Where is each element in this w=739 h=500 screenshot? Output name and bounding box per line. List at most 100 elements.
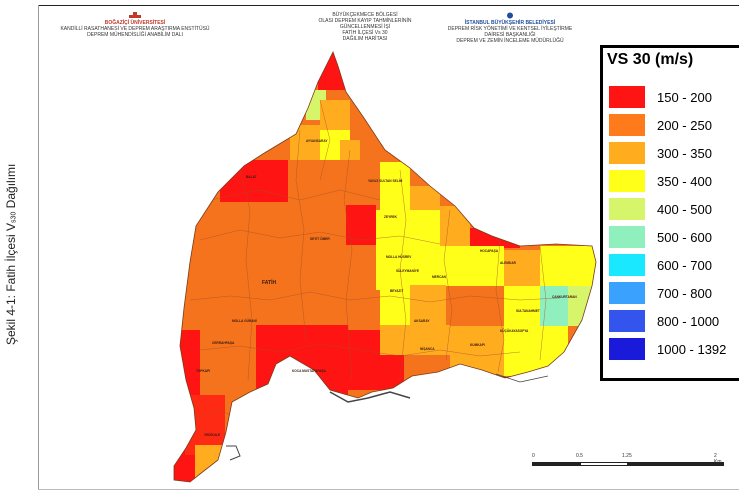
header-mid-line2: OLASI DEPREM KAYIP TAHMİNLERİNİN xyxy=(318,18,412,24)
neighborhood-label: KÜÇÜKAYASOFYA xyxy=(500,328,529,333)
zone-southeast-yellow xyxy=(504,326,568,376)
neighborhood-label: YAVUZ SULTAN SELİM xyxy=(368,179,403,183)
header-left-line2: DEPREM MÜHENDİSLİĞİ ANABİLİM DALI xyxy=(87,32,183,38)
vs30-legend: VS 30 (m/s) 150 - 200 200 - 250 300 - 35… xyxy=(600,45,739,381)
neighborhood-label: TOPKAPI xyxy=(196,369,210,373)
header-right-org: İSTANBUL BÜYÜKŞEHİR BELEDİYESİ xyxy=(464,20,556,26)
frame-left-line xyxy=(38,5,39,490)
legend-swatch xyxy=(609,254,645,276)
neighborhood-label: YEDİKULE xyxy=(204,433,220,437)
zone-north-amber xyxy=(320,100,350,130)
neighborhood-label: SEYİT ÖMER xyxy=(310,236,330,241)
header-mid-line1: BÜYÜKÇEKMECE BÖLGESİ xyxy=(332,12,398,18)
zone-east-amber xyxy=(504,250,540,290)
neighborhood-label: NİŞANCA xyxy=(420,347,435,351)
legend-item: 500 - 600 xyxy=(609,226,739,248)
neighborhood-label: AYVANSARAY xyxy=(306,139,328,143)
legend-label: 300 - 350 xyxy=(657,146,712,161)
header-right-line1: DEPREM RİSK YÖNETİMİ VE KENTSEL İYİLEŞTİ… xyxy=(447,26,573,38)
header-mid-line5: DAĞILIM HARİTASI xyxy=(342,36,388,42)
scale-segment xyxy=(532,462,580,466)
zone-west-red xyxy=(220,160,288,202)
legend-label: 150 - 200 xyxy=(657,90,712,105)
legend-swatch xyxy=(609,282,645,304)
zone-balat-yellow xyxy=(380,162,410,212)
legend-title: VS 30 (m/s) xyxy=(607,51,694,68)
neighborhood-label: BALAT xyxy=(246,175,257,179)
vs30-zones xyxy=(174,52,596,482)
zone-amber-9 xyxy=(380,325,410,355)
legend-item: 800 - 1000 xyxy=(609,310,739,332)
legend-swatch xyxy=(609,198,645,220)
neighborhood-label: KOCA MUSTAFAPAŞA xyxy=(292,369,327,373)
header-mid-line4: FATİH İLÇESİ Vs 30 xyxy=(342,30,388,36)
scale-label: 0 xyxy=(532,453,535,459)
zone-east-yellow xyxy=(446,246,504,286)
municipality-logo xyxy=(507,12,513,19)
coastline-pier xyxy=(329,391,411,403)
zone-east-yellow-2 xyxy=(540,246,596,286)
neighborhood-label: ZEYREK xyxy=(384,215,398,219)
coastline-east xyxy=(495,373,549,383)
legend-item: 700 - 800 xyxy=(609,282,739,304)
zone-east-green xyxy=(568,286,596,326)
legend-swatch xyxy=(609,142,645,164)
neighborhood-label: CANKURTARAN xyxy=(552,295,577,299)
legend-label: 350 - 400 xyxy=(657,174,712,189)
neighborhood-label: AKSARAY xyxy=(414,319,430,323)
zone-east-yellow-3 xyxy=(504,286,540,326)
legend-label: 1000 - 1392 xyxy=(657,342,727,357)
neighborhood-label: KUMKAPI xyxy=(470,343,485,347)
zone-amber-6 xyxy=(410,285,446,325)
legend-swatch xyxy=(609,310,645,332)
legend-item: 350 - 400 xyxy=(609,170,739,192)
neighborhood-label: SÜLEYMANİYE xyxy=(396,268,419,273)
zone-goldenhorn-red xyxy=(470,228,520,248)
header-mid-line3: GÜNCELLENMESİ İŞİ xyxy=(339,24,391,30)
neighborhood-label: ALEMDAR xyxy=(500,261,517,265)
header-left-line1: KANDİLLİ RASATHANESİ VE DEPREM ARAŞTIRMA… xyxy=(60,26,210,32)
scale-label: 2 Km xyxy=(714,453,722,465)
legend-swatch xyxy=(609,226,645,248)
legend-swatch xyxy=(609,170,645,192)
legend-item: 1000 - 1392 xyxy=(609,338,739,360)
neighborhood-label: HOCAPAŞA xyxy=(480,249,499,253)
legend-swatch xyxy=(609,114,645,136)
zone-amber-7 xyxy=(410,325,450,355)
frame-bottom-line xyxy=(38,489,739,490)
neighborhood-label: MERCAN xyxy=(432,275,447,279)
district-label: FATİH xyxy=(262,279,276,286)
legend-label: 600 - 700 xyxy=(657,258,712,273)
legend-label: 400 - 500 xyxy=(657,202,712,217)
legend-swatch xyxy=(609,338,645,360)
header-middle: BÜYÜKÇEKMECE BÖLGESİ OLASI DEPREM KAYIP … xyxy=(300,12,430,42)
header-right: İSTANBUL BÜYÜKŞEHİR BELEDİYESİ DEPREM Rİ… xyxy=(440,12,580,44)
scale-segment xyxy=(628,462,724,466)
zone-amber-5 xyxy=(440,206,470,246)
scale-label: 1.25 xyxy=(622,453,632,459)
university-logo xyxy=(129,12,141,18)
zone-north-red xyxy=(318,52,346,90)
neighborhood-label: SULTANAHMET xyxy=(516,309,540,313)
legend-label: 500 - 600 xyxy=(657,230,712,245)
zone-southwest-tip xyxy=(195,445,230,482)
header-right-line2: DEPREM VE ZEMİN İNCELEME MÜDÜRLÜĞÜ xyxy=(456,38,564,44)
legend-swatch xyxy=(609,86,645,108)
legend-item: 300 - 350 xyxy=(609,142,739,164)
zone-central-yellow-2 xyxy=(380,285,410,325)
district-outline xyxy=(173,50,597,483)
zone-south-red xyxy=(256,325,348,397)
neighborhood-label: CERRAHPAŞA xyxy=(212,341,235,345)
legend-label: 800 - 1000 xyxy=(657,314,720,329)
neighborhood-label: MOLLA HÜSREV xyxy=(386,254,412,259)
neighborhood-boundaries xyxy=(189,99,561,421)
coastline-marina xyxy=(226,445,241,461)
legend-label: 700 - 800 xyxy=(657,286,712,301)
legend-item: 600 - 700 xyxy=(609,254,739,276)
neighborhood-label: MOLLA GÜRANİ xyxy=(232,318,257,323)
legend-item: 150 - 200 xyxy=(609,86,739,108)
neighborhood-label: BEYAZIT xyxy=(390,289,403,293)
frame-top-line xyxy=(38,5,739,6)
legend-label: 200 - 250 xyxy=(657,118,712,133)
